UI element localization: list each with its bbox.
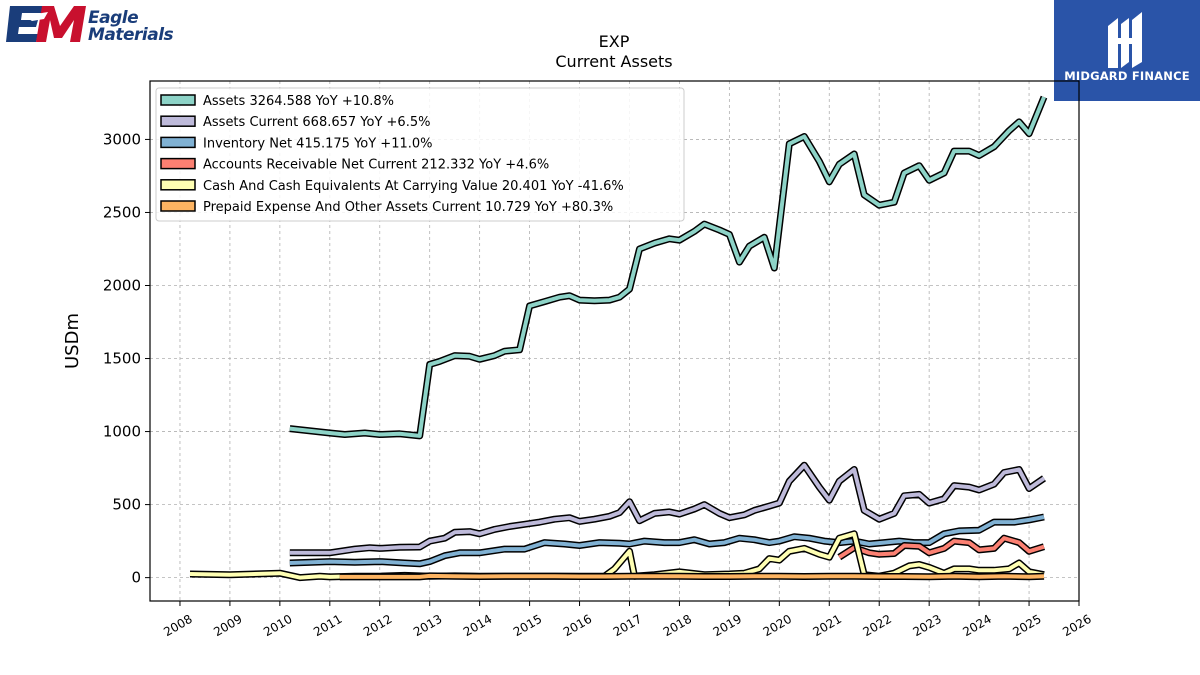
y-tick-label: 2500	[103, 203, 141, 221]
y-tick-label: 2000	[103, 276, 141, 294]
y-tick-label: 3000	[103, 130, 141, 148]
y-axis-label: USDm	[62, 313, 83, 369]
legend-swatch	[160, 115, 196, 127]
x-tick-label: 2010	[261, 612, 294, 639]
x-tick-label: 2022	[860, 612, 893, 639]
legend-swatch	[160, 200, 196, 212]
legend-entry: Inventory Net 415.175 YoY +11.0%	[203, 136, 433, 151]
chart-subtitle: Current Assets	[555, 52, 672, 71]
y-tick-label: 0	[131, 569, 141, 587]
y-tick-label: 500	[112, 496, 141, 514]
x-tick-label: 2016	[561, 612, 594, 639]
legend-swatch	[160, 136, 196, 149]
x-tick-label: 2024	[960, 612, 993, 639]
x-tick-label: 2013	[411, 612, 444, 639]
x-tick-label: 2009	[211, 612, 244, 639]
x-tick-label: 2015	[511, 612, 544, 639]
chart-title: EXP	[599, 32, 630, 51]
x-tick-label: 2012	[361, 612, 394, 639]
logo-line-2: Materials	[88, 25, 174, 45]
y-axis: 0 500 1000 1500 2000 2500 3000	[103, 130, 150, 587]
legend-entry: Assets 3264.588 YoY +10.8%	[203, 94, 394, 109]
x-tick-label: 2026	[1060, 612, 1093, 639]
logo-line-1: Eagle	[88, 8, 139, 28]
x-tick-label: 2014	[461, 612, 494, 639]
plot-frame	[149, 80, 1080, 602]
series-line-inventory-net	[289, 515, 1045, 566]
series-line-assets-current	[289, 463, 1046, 555]
eagle-materials-logo: Eagle Materials	[4, 4, 174, 46]
legend-swatch	[160, 157, 196, 170]
x-tick-label: 2017	[611, 612, 644, 639]
y-tick-label: 1000	[103, 423, 141, 441]
x-tick-label: 2025	[1010, 612, 1043, 639]
midgard-finance-wordmark: MIDGARD FINANCE	[1064, 69, 1190, 83]
legend-entry: Prepaid Expense And Other Assets Current…	[203, 200, 613, 215]
eagle-materials-wordmark: Eagle Materials	[88, 8, 174, 45]
y-tick-label: 1500	[103, 350, 141, 368]
legend-entry: Assets Current 668.657 YoY +6.5%	[203, 115, 430, 130]
x-axis: 2008 2009 2010 2011 2012 2013 2014 2015 2016 2017…	[161, 601, 1094, 639]
x-tick-label: 2018	[661, 612, 694, 639]
midgard-finance-logo: MIDGARD FINANCE	[1054, 0, 1200, 101]
x-tick-label: 2021	[811, 612, 844, 639]
series-line-accounts-receivable-net-current	[838, 536, 1045, 559]
x-tick-label: 2023	[910, 612, 943, 639]
series-layer	[189, 95, 1048, 582]
series-line-assets	[289, 96, 1046, 438]
x-tick-label: 2019	[711, 612, 744, 639]
legend-entry: Cash And Cash Equivalents At Carrying Va…	[203, 179, 624, 194]
x-tick-label: 2011	[311, 612, 344, 639]
x-tick-label: 2020	[761, 612, 794, 639]
series-line-prepaid-expense-and-other-assets-current	[339, 573, 1045, 579]
midgard-emblem-icon	[1108, 12, 1142, 68]
legend: Assets 3264.588 YoY +10.8% Assets Current…	[155, 87, 685, 222]
legend-swatch	[160, 179, 196, 191]
em-logo-icon	[6, 6, 86, 42]
legend-swatch	[160, 94, 196, 106]
legend-entry: Accounts Receivable Net Current 212.332 …	[203, 158, 549, 173]
legend-box	[155, 87, 685, 222]
x-tick-label: 2008	[161, 612, 194, 639]
